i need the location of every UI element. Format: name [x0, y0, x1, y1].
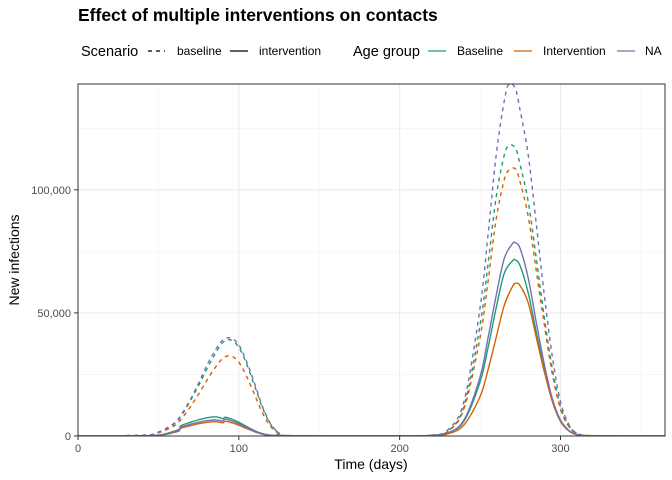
- y-axis: 0 50,000 100,000: [31, 185, 78, 443]
- y-tick-label: 0: [65, 431, 71, 443]
- series-line-intervention-intervention: [78, 282, 665, 436]
- series-layer: [78, 84, 665, 436]
- x-tick-label: 0: [75, 443, 81, 455]
- y-tick-label: 100,000: [31, 185, 71, 197]
- x-tick-label: 200: [390, 443, 408, 455]
- legend-label-group-na: NA: [645, 44, 662, 58]
- x-axis: 0 100 200 300: [75, 436, 570, 455]
- x-tick-label: 100: [230, 443, 248, 455]
- legend-label-baseline: baseline: [177, 44, 222, 58]
- series-line-intervention-baseline: [78, 167, 665, 436]
- plot-panel-border: [77, 83, 666, 437]
- y-tick-label: 50,000: [37, 308, 71, 320]
- legend-label-group-baseline: Baseline: [457, 44, 503, 58]
- grid: [77, 84, 665, 437]
- legend-label-intervention: intervention: [259, 44, 321, 58]
- legend-scenario-title: Scenario: [81, 44, 138, 60]
- series-line-na-intervention: [78, 241, 665, 436]
- series-line-baseline-intervention: [78, 258, 665, 436]
- x-axis-title: Time (days): [334, 456, 407, 472]
- legend-group-title: Age group: [353, 44, 420, 60]
- legend-label-group-intervention: Intervention: [543, 44, 606, 58]
- y-axis-title: New infections: [6, 214, 22, 305]
- chart-title: Effect of multiple interventions on cont…: [78, 5, 438, 25]
- series-line-na-baseline: [78, 84, 665, 436]
- x-tick-label: 300: [551, 443, 569, 455]
- series-line-baseline-baseline: [78, 144, 665, 436]
